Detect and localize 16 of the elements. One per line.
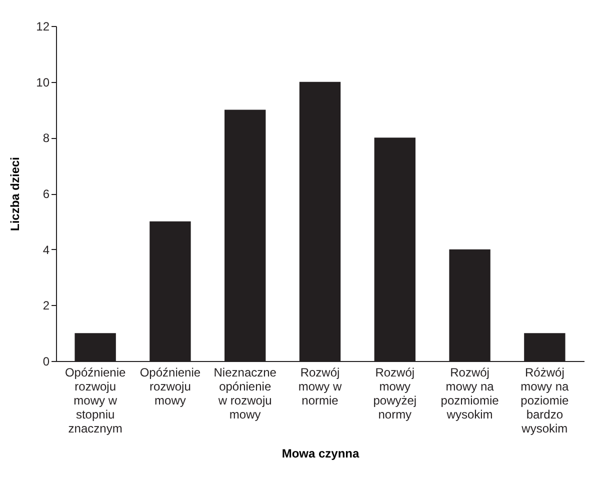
y-tick-label: 6 xyxy=(42,187,50,201)
y-axis-title: Liczba dzieci xyxy=(8,156,22,232)
y-tick-label: 0 xyxy=(42,354,50,368)
x-tick-label: Rozwój mowy na pozmiomie wysokim xyxy=(440,366,500,422)
x-tick-label: Nieznaczne opónienie w rozwoju mowy xyxy=(214,366,277,422)
y-tick-label: 10 xyxy=(36,75,50,90)
x-tick-label: Rozwój mowy w normie xyxy=(298,366,342,408)
x-tick-label: Rozwój mowy powyżej normy xyxy=(373,366,417,422)
y-tick-label: 8 xyxy=(42,131,50,146)
x-tick-label: Opóźnienie rozwoju mowy w stopniu znacznym xyxy=(64,366,126,436)
x-tick-label: Opóźnienie rozwoju mowy xyxy=(140,366,201,408)
y-tick-label: 12 xyxy=(36,20,50,34)
y-tick-label: 2 xyxy=(42,298,50,313)
x-axis-title: Mowa czynna xyxy=(282,446,360,460)
y-tick-label: 4 xyxy=(42,242,50,257)
x-tick-label: Różwój mowy na poziomie bardzo wysokim xyxy=(520,366,570,436)
